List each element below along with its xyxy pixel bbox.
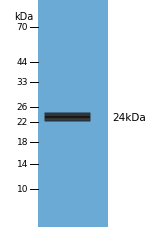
- Bar: [45, 115, 90, 116]
- Text: 33: 33: [16, 78, 28, 87]
- Bar: [45, 116, 90, 117]
- Bar: [45, 114, 90, 115]
- Bar: [45, 114, 90, 115]
- Text: 22: 22: [17, 118, 28, 127]
- Bar: [45, 113, 90, 114]
- Text: 10: 10: [16, 185, 28, 194]
- Bar: [45, 118, 90, 119]
- Bar: [45, 119, 90, 120]
- Bar: [45, 121, 90, 122]
- Text: 24kDa: 24kDa: [112, 113, 146, 122]
- Text: 44: 44: [17, 58, 28, 67]
- Bar: [38, 0, 108, 227]
- Bar: [45, 120, 90, 121]
- Text: 26: 26: [17, 103, 28, 112]
- Text: kDa: kDa: [14, 12, 33, 22]
- Text: 70: 70: [16, 23, 28, 32]
- Bar: [45, 117, 90, 118]
- Text: 18: 18: [16, 138, 28, 147]
- FancyBboxPatch shape: [45, 113, 90, 122]
- Text: 14: 14: [17, 160, 28, 169]
- Bar: [45, 118, 90, 119]
- Bar: [45, 119, 90, 120]
